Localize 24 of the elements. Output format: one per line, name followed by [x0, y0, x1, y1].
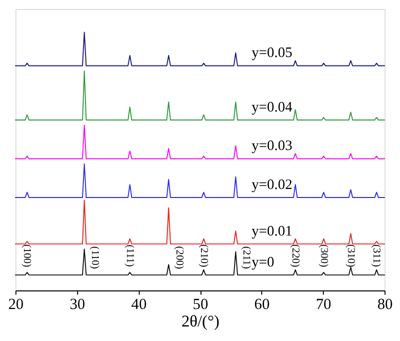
annotation: (110): [89, 246, 100, 270]
series-label: y=0.01: [252, 223, 292, 240]
annotation: (111): [124, 244, 135, 268]
series-label: y=0: [252, 254, 274, 270]
x-axis-title: 2θ/(°): [181, 312, 220, 331]
annotation: (311): [370, 244, 382, 268]
x-tick-label: 80: [377, 296, 394, 314]
x-tick-label: 60: [254, 296, 270, 314]
series-label: y=0.05: [252, 45, 292, 62]
series-label: y=0.04: [252, 99, 292, 116]
annotation: (200): [173, 246, 184, 270]
x-tick-label: 70: [316, 296, 332, 314]
annotation: (310): [344, 244, 356, 268]
annotation: (100): [21, 244, 32, 268]
annotation: (220): [289, 244, 300, 268]
x-tick-label: 20: [8, 296, 24, 314]
annotation: (211): [240, 246, 252, 270]
annotation: (300): [318, 244, 329, 268]
x-tick-label: 30: [70, 296, 86, 314]
series-label: y=0.02: [252, 176, 292, 193]
x-tick-label: 40: [131, 296, 147, 314]
series-label: y=0.03: [252, 138, 292, 154]
annotation: (210): [198, 244, 209, 268]
x-tick-label: 50: [192, 296, 208, 314]
